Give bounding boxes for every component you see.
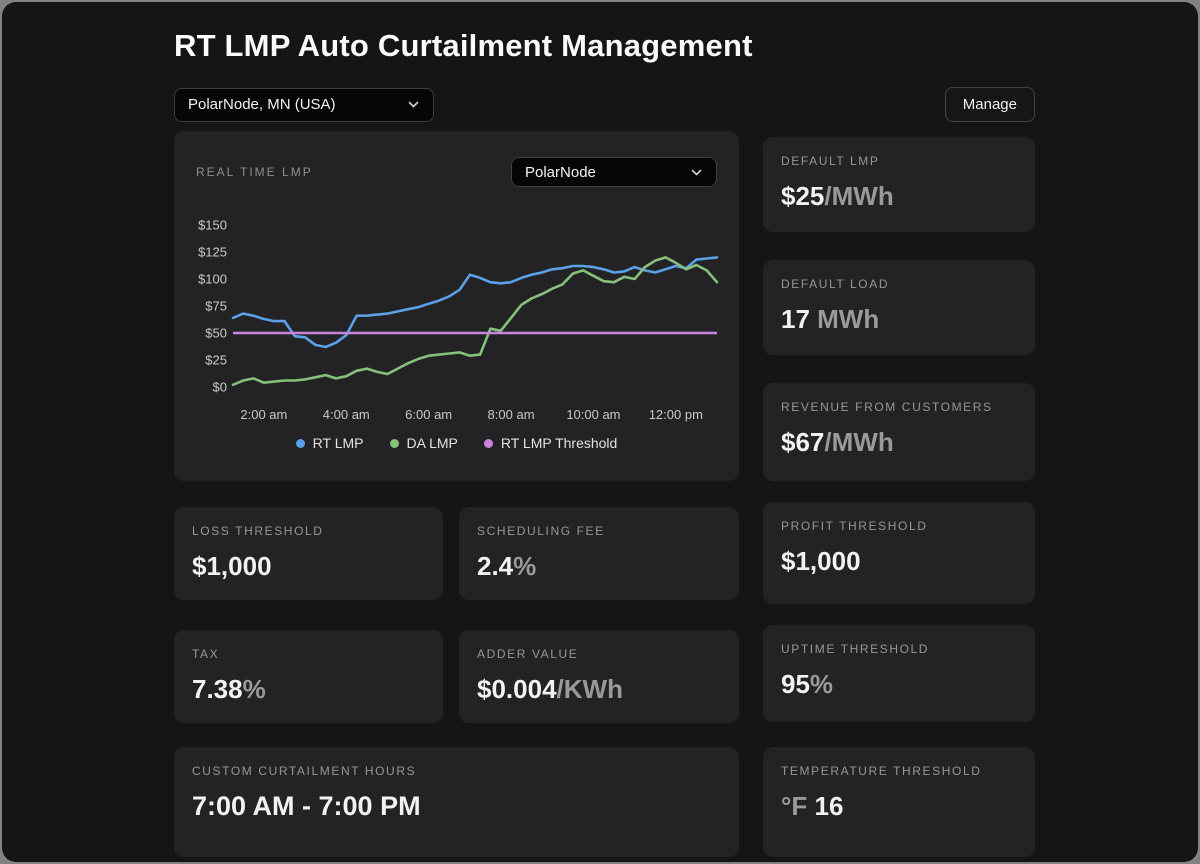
legend-label: DA LMP bbox=[406, 435, 458, 451]
stat-label: PROFIT THRESHOLD bbox=[781, 519, 928, 533]
lmp-line-chart: $0 $25 $50 $75 $100 $125 $150 2:00 am 4:00 am 6:0… bbox=[198, 218, 719, 422]
x-axis-tick: 12:00 pm bbox=[649, 407, 703, 422]
chart-legend: RT LMP DA LMP RT LMP Threshold bbox=[174, 435, 739, 451]
stat-unit: /MWh bbox=[824, 427, 894, 457]
x-axis-tick: 10:00 am bbox=[566, 407, 620, 422]
chart-node-select-value: PolarNode bbox=[525, 163, 596, 181]
loss-threshold-card: LOSS THRESHOLD $1,000 bbox=[174, 507, 443, 600]
chevron-down-icon bbox=[691, 169, 702, 175]
stat-value: 7.38 bbox=[192, 674, 243, 704]
settings-grid: LOSS THRESHOLD $1,000 SCHEDULING FEE 2.4… bbox=[174, 507, 739, 723]
temperature-threshold-card: TEMPERATURE THRESHOLD °F 16 bbox=[763, 747, 1035, 857]
legend-label: RT LMP Threshold bbox=[500, 435, 618, 451]
series-line bbox=[231, 256, 719, 387]
stat-value: $67 bbox=[781, 427, 825, 457]
stat-label: REVENUE FROM CUSTOMERS bbox=[781, 400, 993, 414]
stat-unit: % bbox=[513, 551, 537, 581]
default-lmp-card: DEFAULT LMP $25/MWh bbox=[763, 137, 1035, 232]
stat-value: $1,000 bbox=[781, 546, 861, 576]
stat-value: $1,000 bbox=[192, 551, 272, 581]
stat-label: TEMPERATURE THRESHOLD bbox=[781, 764, 982, 778]
custom-curtailment-hours-card: CUSTOM CURTAILMENT HOURS 7:00 AM - 7:00 … bbox=[174, 747, 739, 857]
uptime-threshold-card: UPTIME THRESHOLD 95% bbox=[763, 625, 1035, 722]
stat-unit: % bbox=[242, 674, 266, 704]
stat-value: $25 bbox=[781, 181, 825, 211]
y-axis-tick: $100 bbox=[198, 272, 227, 287]
left-column: REAL TIME LMP PolarNode $0 $25 $50 $75 $100 $… bbox=[174, 131, 739, 857]
stat-value: $0.004 bbox=[477, 674, 557, 704]
y-axis-tick: $125 bbox=[198, 245, 227, 260]
stat-unit: % bbox=[809, 669, 834, 699]
legend-item: RT LMP Threshold bbox=[483, 435, 618, 451]
series-line bbox=[231, 256, 719, 349]
profit-threshold-card: PROFIT THRESHOLD $1,000 bbox=[763, 502, 1035, 604]
main-area: REAL TIME LMP PolarNode $0 $25 $50 $75 $100 $… bbox=[174, 131, 1035, 857]
toolbar: PolarNode, MN (USA) Manage bbox=[174, 87, 1035, 122]
legend-dot-icon bbox=[295, 438, 305, 448]
legend-label: RT LMP bbox=[312, 435, 364, 451]
real-time-lmp-chart-card: REAL TIME LMP PolarNode $0 $25 $50 $75 $100 $… bbox=[174, 131, 739, 481]
y-axis-tick: $75 bbox=[205, 299, 227, 314]
adder-value-card: ADDER VALUE $0.004/KWh bbox=[459, 630, 739, 723]
y-axis-tick: $0 bbox=[213, 380, 227, 395]
page-title: RT LMP Auto Curtailment Management bbox=[174, 28, 753, 63]
legend-dot-icon bbox=[483, 438, 493, 448]
manage-button[interactable]: Manage bbox=[944, 87, 1035, 122]
y-axis-tick: $25 bbox=[205, 353, 227, 368]
stat-value: 16 bbox=[814, 791, 844, 821]
stat-label: SCHEDULING FEE bbox=[477, 524, 605, 538]
chart-node-select[interactable]: PolarNode bbox=[511, 157, 717, 187]
chevron-down-icon bbox=[408, 101, 419, 108]
legend-dot-icon bbox=[389, 438, 399, 448]
revenue-from-customers-card: REVENUE FROM CUSTOMERS $67/MWh bbox=[763, 383, 1035, 481]
legend-item: DA LMP bbox=[389, 435, 458, 451]
stat-label: ADDER VALUE bbox=[477, 647, 579, 661]
y-axis-tick: $50 bbox=[205, 326, 227, 341]
stat-value: 2.4 bbox=[477, 551, 514, 581]
stat-unit: /MWh bbox=[824, 181, 894, 211]
scheduling-fee-card: SCHEDULING FEE 2.4% bbox=[459, 507, 739, 600]
x-axis-tick: 2:00 am bbox=[240, 407, 287, 422]
x-axis-tick: 8:00 am bbox=[488, 407, 535, 422]
stat-label: LOSS THRESHOLD bbox=[192, 524, 324, 538]
tax-card: TAX 7.38% bbox=[174, 630, 443, 723]
chart-title: REAL TIME LMP bbox=[196, 165, 313, 179]
stat-unit-prefix: °F bbox=[781, 791, 815, 821]
stat-label: TAX bbox=[192, 647, 220, 661]
stat-label: UPTIME THRESHOLD bbox=[781, 642, 930, 656]
chart-header: REAL TIME LMP PolarNode bbox=[174, 131, 739, 187]
stat-value: 7:00 AM - 7:00 PM bbox=[192, 791, 421, 821]
x-axis-tick: 6:00 am bbox=[405, 407, 452, 422]
page-content: RT LMP Auto Curtailment Management Polar… bbox=[174, 28, 1035, 857]
stat-value: 17 bbox=[781, 304, 810, 334]
x-axis-tick: 4:00 am bbox=[323, 407, 370, 422]
stat-unit: /KWh bbox=[556, 674, 623, 704]
stat-label: DEFAULT LOAD bbox=[781, 277, 890, 291]
stat-unit: MWh bbox=[809, 304, 880, 334]
default-load-card: DEFAULT LOAD 17 MWh bbox=[763, 260, 1035, 355]
stat-label: CUSTOM CURTAILMENT HOURS bbox=[192, 764, 417, 778]
node-select[interactable]: PolarNode, MN (USA) bbox=[174, 87, 434, 122]
node-select-value: PolarNode, MN (USA) bbox=[188, 96, 336, 113]
right-column: DEFAULT LMP $25/MWh DEFAULT LOAD 17 MWh … bbox=[763, 137, 1035, 857]
legend-item: RT LMP bbox=[295, 435, 364, 451]
y-axis-tick: $150 bbox=[198, 218, 227, 233]
stat-label: DEFAULT LMP bbox=[781, 154, 880, 168]
stat-value: 95 bbox=[781, 669, 810, 699]
